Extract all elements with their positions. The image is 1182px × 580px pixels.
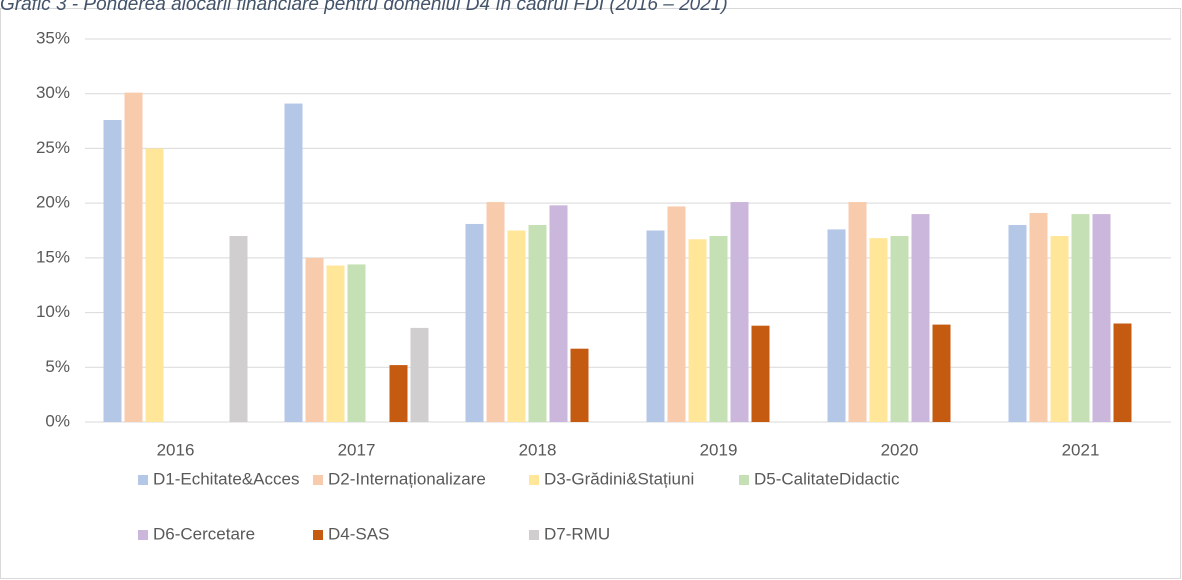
legend-swatch [739, 475, 749, 485]
bar [305, 257, 324, 422]
chart-frame [0, 8, 1181, 579]
bar [229, 235, 248, 422]
bar [1050, 235, 1069, 422]
y-tick-label: 10% [36, 302, 70, 321]
bar [1113, 323, 1132, 422]
bar [1029, 212, 1048, 422]
bar [326, 265, 345, 422]
bar [751, 325, 770, 422]
bar [410, 327, 429, 422]
legend-label: D7-RMU [544, 524, 610, 543]
legend-label: D2-Internaționalizare [328, 469, 486, 488]
y-tick-label: 30% [36, 83, 70, 102]
bar [730, 202, 749, 422]
chart-title: Grafic 3 - Ponderea alocării financiare … [0, 0, 728, 15]
bar [1008, 225, 1027, 422]
bar [646, 230, 665, 422]
bar [284, 103, 303, 422]
y-tick-label: 35% [36, 28, 70, 47]
bar [827, 229, 846, 422]
legend-label: D5-CalitateDidactic [754, 469, 900, 488]
y-tick-label: 5% [45, 357, 70, 376]
legend-label: D6-Cercetare [153, 524, 255, 543]
bar [932, 324, 951, 422]
bar [667, 206, 686, 422]
bar [347, 264, 366, 422]
legend-swatch [138, 530, 148, 540]
x-tick-label: 2019 [700, 440, 738, 459]
legend-label: D1-Echitate&Acces [153, 469, 299, 488]
legend-label: D4-SAS [328, 524, 389, 543]
x-tick-label: 2020 [881, 440, 919, 459]
y-tick-label: 0% [45, 411, 70, 430]
bar [1071, 214, 1090, 422]
legend-swatch [313, 530, 323, 540]
bar [709, 235, 728, 422]
bar [688, 239, 707, 422]
bar [145, 148, 164, 422]
bar [528, 225, 547, 422]
bar [890, 235, 909, 422]
x-tick-label: 2018 [519, 440, 557, 459]
x-tick-label: 2021 [1062, 440, 1100, 459]
bar [389, 365, 408, 422]
bar [911, 214, 930, 422]
bar [124, 92, 143, 423]
legend-swatch [138, 475, 148, 485]
bar [486, 202, 505, 422]
bar [848, 202, 867, 422]
bar [1092, 214, 1111, 422]
legend-swatch [313, 475, 323, 485]
bar [869, 238, 888, 422]
legend-label: D3-Grădini&Stațiuni [544, 469, 694, 488]
bar [465, 223, 484, 422]
bar [507, 230, 526, 422]
legend-swatch [529, 475, 539, 485]
y-tick-label: 15% [36, 247, 70, 266]
y-tick-label: 20% [36, 193, 70, 212]
bar [549, 205, 568, 422]
x-tick-label: 2016 [157, 440, 195, 459]
bar [103, 119, 122, 422]
y-tick-label: 25% [36, 138, 70, 157]
x-tick-label: 2017 [338, 440, 376, 459]
bar [570, 348, 589, 422]
legend-swatch [529, 530, 539, 540]
